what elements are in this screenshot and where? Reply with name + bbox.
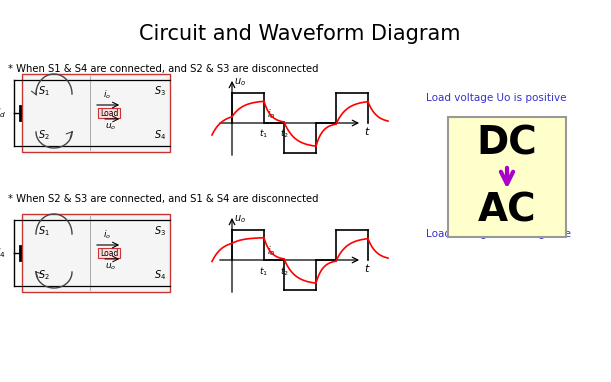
Text: Load: Load [100, 108, 119, 118]
FancyBboxPatch shape [448, 117, 566, 237]
Text: $S_4$: $S_4$ [154, 268, 166, 282]
Text: AC: AC [478, 192, 536, 230]
Text: $u_o$: $u_o$ [234, 76, 246, 88]
Text: Load: Load [100, 249, 119, 257]
Text: * When S1 & S4 are connected, and S2 & S3 are disconnected: * When S1 & S4 are connected, and S2 & S… [8, 64, 318, 74]
Text: $S_2$: $S_2$ [38, 268, 50, 282]
Bar [22, 74, 170, 152]
Text: $S_1$: $S_1$ [38, 84, 50, 98]
Text: $S_4$: $S_4$ [154, 128, 166, 142]
Bar [98, 108, 120, 118]
Text: $u_o$: $u_o$ [106, 121, 117, 131]
Text: Circuit and Waveform Diagram: Circuit and Waveform Diagram [139, 24, 461, 44]
Text: DC: DC [477, 125, 538, 162]
Text: $i_o$: $i_o$ [103, 228, 111, 241]
Bar [98, 248, 120, 258]
Text: $i_o$: $i_o$ [267, 107, 276, 121]
Bar [22, 214, 170, 292]
Text: $t$: $t$ [364, 262, 371, 274]
Text: $U_d$: $U_d$ [0, 106, 6, 120]
Text: $t$: $t$ [364, 125, 371, 137]
Text: $t_1$: $t_1$ [260, 265, 268, 277]
Text: $u_o$: $u_o$ [106, 261, 117, 272]
Text: $i_o$: $i_o$ [103, 89, 111, 101]
Text: $t_1$: $t_1$ [260, 128, 268, 141]
Text: $t_2$: $t_2$ [279, 265, 288, 277]
Text: $u_o$: $u_o$ [234, 213, 246, 225]
Text: $S_3$: $S_3$ [154, 84, 166, 98]
Text: Load voltage Uo is negative: Load voltage Uo is negative [426, 229, 571, 239]
Text: $S_3$: $S_3$ [154, 224, 166, 238]
Text: $t_2$: $t_2$ [279, 128, 288, 141]
Text: $i_o$: $i_o$ [267, 244, 276, 258]
Text: $S_1$: $S_1$ [38, 224, 50, 238]
Text: $U_4$: $U_4$ [0, 246, 6, 260]
Text: Load voltage Uo is positive: Load voltage Uo is positive [426, 93, 566, 103]
Text: * When S2 & S3 are connected, and S1 & S4 are disconnected: * When S2 & S3 are connected, and S1 & S… [8, 194, 318, 204]
Text: $S_2$: $S_2$ [38, 128, 50, 142]
